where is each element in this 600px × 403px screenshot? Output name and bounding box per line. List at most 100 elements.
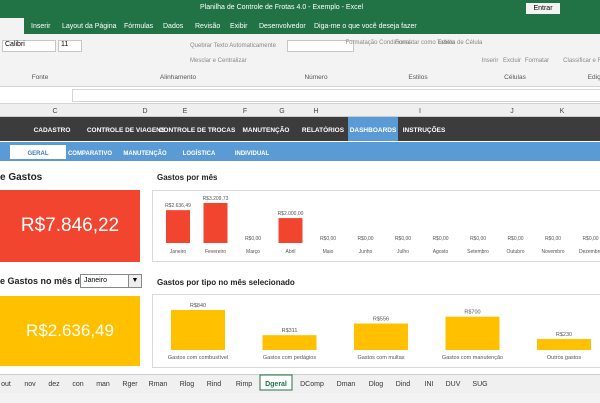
sheet-tab[interactable]: Dind xyxy=(396,381,411,388)
ribbon-button[interactable]: Excluir xyxy=(503,58,521,64)
formula-input[interactable] xyxy=(72,89,600,102)
chart-frame xyxy=(152,190,600,262)
font-box[interactable]: Calibri xyxy=(2,40,56,52)
data-label: R$700 xyxy=(464,310,480,316)
sheet-tab[interactable]: SUG xyxy=(472,381,487,388)
category-label: Gastos com manutenção xyxy=(442,355,503,361)
ribbon-tab[interactable]: Revisão xyxy=(195,23,220,30)
sheet-tab[interactable]: Dgeral xyxy=(265,381,287,388)
group-label: Estilos xyxy=(408,74,428,81)
size-box[interactable]: 11 xyxy=(58,40,82,52)
ribbon-tab[interactable]: Fórmulas xyxy=(124,23,154,30)
ribbon-button[interactable]: Formatação Condicional xyxy=(345,40,410,46)
group-label: Número xyxy=(304,74,328,81)
bar xyxy=(278,218,303,243)
title-bar xyxy=(0,0,600,17)
search-box[interactable]: Diga-me o que você deseja fazer xyxy=(314,23,417,30)
data-label: R$556 xyxy=(373,317,389,323)
sheet-tab[interactable]: Rman xyxy=(149,381,168,388)
subnav-item[interactable]: COMPARATIVO xyxy=(68,151,112,157)
column-letter: C xyxy=(52,108,57,115)
ribbon-tab[interactable]: Desenvolvedor xyxy=(259,23,306,30)
group-label: Células xyxy=(504,74,526,81)
status-bar xyxy=(0,393,600,403)
sheet-tab-bar xyxy=(0,374,600,393)
nav-item[interactable]: CONTROLE DE VIAGENS xyxy=(87,127,166,134)
data-label: R$230 xyxy=(556,332,572,338)
subnav-item[interactable]: MANUTENÇÃO xyxy=(123,150,167,157)
column-letter: K xyxy=(560,108,565,115)
active-tab[interactable] xyxy=(0,18,24,34)
category-label: Setembro xyxy=(467,249,489,255)
ribbon-button[interactable]: Mesclar e Centralizar xyxy=(190,58,247,64)
sheet-tab[interactable]: out xyxy=(1,381,11,388)
group-label: Alinhamento xyxy=(160,74,197,81)
ribbon-tab[interactable]: Exibir xyxy=(230,23,248,30)
sheet-tab[interactable]: Rger xyxy=(122,381,138,388)
data-label: R$840 xyxy=(190,303,206,309)
sheet-tab[interactable]: nov xyxy=(24,381,36,388)
sheet-tab[interactable]: DUV xyxy=(446,381,461,388)
category-label: Gastos com combustível xyxy=(168,355,228,361)
sheet-tab[interactable]: Rlog xyxy=(180,381,195,388)
data-label: R$0,00 xyxy=(320,236,336,242)
ribbon-button[interactable]: Quebrar Texto Automaticamente xyxy=(190,43,277,49)
subnav-item[interactable]: GERAL xyxy=(28,151,49,157)
category-label: Outubro xyxy=(506,249,524,255)
column-letter: H xyxy=(313,108,318,115)
bar xyxy=(203,203,228,243)
nav-item[interactable]: MANUTENÇÃO xyxy=(243,125,290,134)
subnav-item[interactable]: INDIVIDUAL xyxy=(235,151,270,157)
subnav-bar xyxy=(0,142,600,161)
chart-frame xyxy=(152,294,600,368)
bar xyxy=(445,316,500,350)
sheet-tab[interactable]: dez xyxy=(48,381,60,388)
sheet-tab[interactable]: con xyxy=(72,381,83,388)
month-select[interactable]: Janeiro xyxy=(80,274,133,288)
ribbon-button[interactable]: Classificar e Filtrar xyxy=(563,58,600,64)
ribbon-tab[interactable]: Dados xyxy=(163,23,184,30)
category-label: Março xyxy=(246,249,260,255)
number-format-box[interactable] xyxy=(287,40,354,52)
sheet-tab[interactable]: INI xyxy=(425,381,434,388)
ribbon-tab[interactable]: Inserir xyxy=(31,23,51,30)
ribbon-button[interactable]: Estilos de Célula xyxy=(438,40,483,46)
sheet-tab[interactable]: Rimp xyxy=(236,381,252,388)
group-label: Ediç xyxy=(588,74,600,81)
bar xyxy=(354,323,408,350)
bar xyxy=(537,339,591,350)
ribbon-button[interactable]: Formatar como Tabela xyxy=(395,40,456,46)
category-label: Gastos com pedágios xyxy=(263,355,316,361)
nav-item[interactable]: INSTRUÇÕES xyxy=(403,125,446,134)
active-sheet-tab xyxy=(259,374,293,391)
dropdown-arrow[interactable]: ▼ xyxy=(128,274,142,288)
ribbon-button[interactable]: Formatar xyxy=(525,58,549,64)
month-total-box: R$2.636,49 xyxy=(0,296,140,366)
nav-item[interactable]: CADASTRO xyxy=(34,127,71,134)
sheet-tab[interactable]: DComp xyxy=(300,381,324,388)
sheet-tab[interactable]: Rind xyxy=(207,381,222,388)
nav-item[interactable]: RELATÓRIOS xyxy=(302,125,345,134)
data-label: R$0,00 xyxy=(470,236,486,242)
column-letter: J xyxy=(510,108,514,115)
group-label: Fonte xyxy=(32,74,49,81)
sheet-tab[interactable]: Dlog xyxy=(369,381,384,388)
nav-item[interactable]: DASHBOARDS xyxy=(350,127,397,134)
ribbon-tabs xyxy=(0,17,600,34)
subnav-item[interactable]: LOGÍSTICA xyxy=(183,149,216,157)
month-total-label: e Gastos no mês de: xyxy=(0,276,89,286)
formula-bar xyxy=(0,87,600,104)
ribbon-tab[interactable]: Layout da Página xyxy=(62,23,117,30)
data-label: R$0,00 xyxy=(507,236,523,242)
nav-bar xyxy=(0,117,600,141)
nav-active xyxy=(348,117,398,141)
category-label: Fevereiro xyxy=(205,249,226,255)
column-letter: E xyxy=(183,108,188,115)
sign-in-button[interactable]: Entrar xyxy=(526,3,560,14)
column-letter: I xyxy=(419,108,421,115)
sheet-tab[interactable]: Dman xyxy=(337,381,356,388)
sheet-tab[interactable]: man xyxy=(96,381,110,388)
nav-item[interactable]: CONTROLE DE TROCAS xyxy=(159,127,236,134)
ribbon-button[interactable]: Inserir xyxy=(482,58,499,64)
